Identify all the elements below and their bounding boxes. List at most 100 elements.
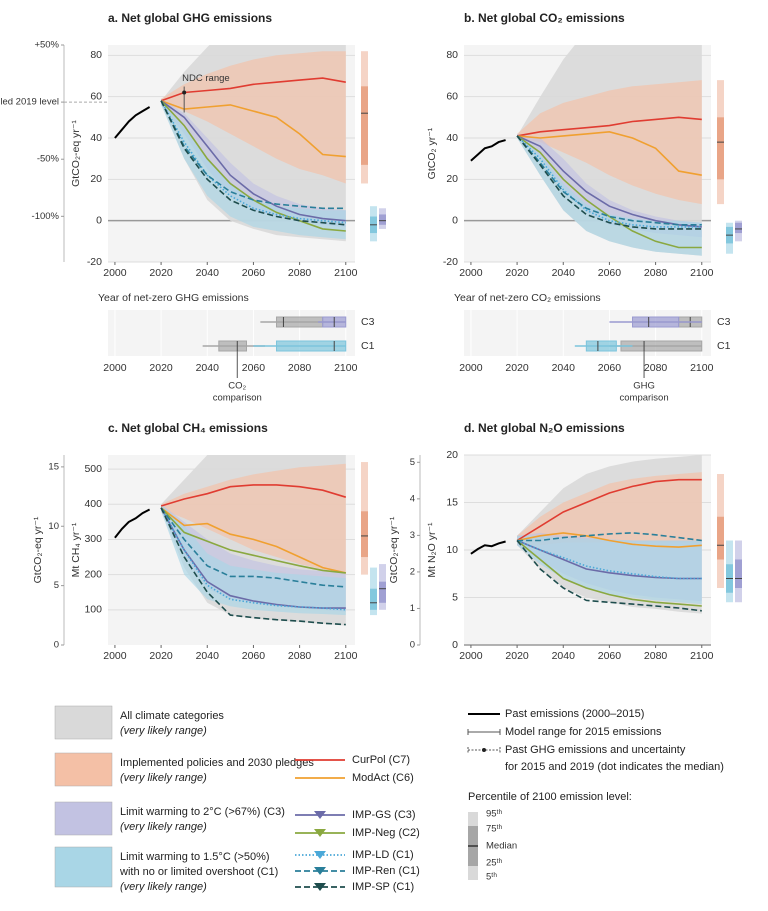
legend-label: Median	[486, 841, 517, 852]
legend-label: Implemented policies and 2030 pledges	[120, 757, 314, 769]
y2-tick-label: 15	[48, 461, 59, 472]
scenario-line	[517, 532, 702, 542]
past-line	[470, 540, 506, 555]
y-tick-label: 40	[446, 132, 458, 144]
legend-label: IMP-LD (C1)	[352, 849, 414, 861]
box-iqr	[735, 222, 742, 234]
legend-label: ModAct (C6)	[352, 772, 414, 784]
legend-label: All climate categories	[120, 710, 224, 722]
net-zero-title: Year of net-zero CO₂ emissions	[454, 292, 601, 304]
legend-label: Limit warming to 2°C (>67%) (C3)	[120, 806, 285, 818]
y-axis-label: Mt N₂O yr⁻¹	[426, 522, 438, 578]
x-tick-label: 2100	[690, 362, 714, 374]
x-tick-label: 2080	[644, 267, 668, 279]
plot-area	[470, 45, 702, 256]
x-tick-label: 2000	[459, 267, 483, 279]
x-tick-label: 2040	[196, 362, 220, 374]
scenario-line	[160, 77, 346, 102]
net-zero-title: Year of net-zero GHG emissions	[98, 292, 249, 304]
annotation: comparison	[213, 393, 262, 404]
x-tick-label: 2060	[598, 267, 622, 279]
scenario-line	[516, 539, 702, 580]
y-tick-label: -20	[87, 256, 102, 268]
chart-title: a. Net global GHG emissions	[108, 11, 272, 25]
x-tick-label: 2100	[334, 267, 358, 279]
legend-swatch	[54, 752, 113, 787]
box-iqr	[735, 559, 742, 588]
legend-marker	[314, 811, 326, 819]
y2-tick-label: 3	[410, 530, 415, 541]
y-tick-label: 5	[452, 591, 458, 603]
x-tick-label: 2100	[690, 650, 714, 662]
box-iqr	[717, 117, 724, 180]
row-label: C3	[361, 316, 375, 328]
legend-icon	[482, 748, 486, 752]
chart-title: b. Net global CO₂ emissions	[464, 11, 625, 25]
x-tick-label: 2000	[459, 362, 483, 374]
scenario-line	[160, 507, 346, 626]
legend-label: (very likely range)	[120, 821, 207, 833]
y2-tick-label: 0	[54, 640, 59, 651]
y2-axis-label: GtCO₂-eq yr⁻¹	[32, 516, 44, 583]
scenario-line	[160, 100, 346, 222]
legend-label: IMP-Neg (C2)	[352, 827, 420, 839]
plot-area	[470, 455, 702, 614]
y-tick-label: 0	[452, 214, 458, 226]
legend-swatch	[54, 705, 113, 740]
legend-label: Model range for 2015 emissions	[505, 726, 662, 738]
past-line	[470, 139, 506, 162]
box-iqr	[379, 214, 386, 225]
annotation: CO₂	[228, 381, 246, 392]
scenario-line	[160, 507, 346, 574]
x-tick-label: 2080	[288, 362, 312, 374]
scenario-line	[160, 484, 347, 507]
x-tick-label: 2060	[242, 650, 266, 662]
scenario-line	[516, 539, 702, 607]
y-tick-label: 20	[446, 449, 458, 461]
box-iqr	[379, 581, 386, 603]
legend-marker	[314, 867, 326, 875]
past-line	[114, 508, 151, 539]
legend-label: 25ᵗʰ	[486, 858, 503, 869]
range-band	[517, 472, 702, 546]
range-band	[517, 135, 702, 256]
scenario-line	[516, 135, 702, 228]
x-tick-label: 2080	[644, 650, 668, 662]
x-tick-label: 2100	[334, 650, 358, 662]
past-line	[114, 106, 151, 139]
range-band	[161, 463, 346, 575]
y-tick-label: 80	[90, 49, 102, 61]
y-tick-label: 10	[446, 544, 458, 556]
legend-label: for 2015 and 2019 (dot indicates the med…	[505, 761, 724, 773]
scenario-line	[160, 100, 346, 158]
scenario-line	[160, 507, 346, 609]
x-tick-label: 2020	[149, 650, 173, 662]
y2-tick-label: 10	[48, 521, 59, 532]
legend-marker	[314, 883, 326, 891]
y2-tick-label: 5	[54, 580, 59, 591]
y-tick-label: 300	[84, 533, 102, 545]
y-tick-label: 15	[446, 496, 458, 508]
x-tick-label: 2000	[459, 650, 483, 662]
x-tick-label: 2080	[288, 267, 312, 279]
legend-swatch	[54, 846, 113, 888]
y2-tick-label: 4	[410, 493, 415, 504]
scenario-line	[516, 539, 702, 612]
x-tick-label: 2040	[196, 267, 220, 279]
y-tick-label: 200	[84, 568, 102, 580]
y2-tick-label: +50%	[34, 40, 59, 51]
chart-title: c. Net global CH₄ emissions	[108, 421, 268, 435]
x-tick-label: 2100	[690, 267, 714, 279]
plot-area	[114, 455, 347, 626]
x-tick-label: 2040	[196, 650, 220, 662]
scenario-line	[160, 100, 346, 226]
legend-swatch	[54, 801, 113, 836]
comparison-box	[620, 340, 703, 352]
x-tick-label: 2060	[598, 362, 622, 374]
legend-label: (very likely range)	[120, 725, 207, 737]
legend-label: (very likely range)	[120, 881, 207, 893]
x-tick-label: 2100	[334, 362, 358, 374]
y-tick-label: 40	[90, 132, 102, 144]
scenario-line	[517, 130, 702, 176]
comparison-box	[218, 340, 248, 352]
